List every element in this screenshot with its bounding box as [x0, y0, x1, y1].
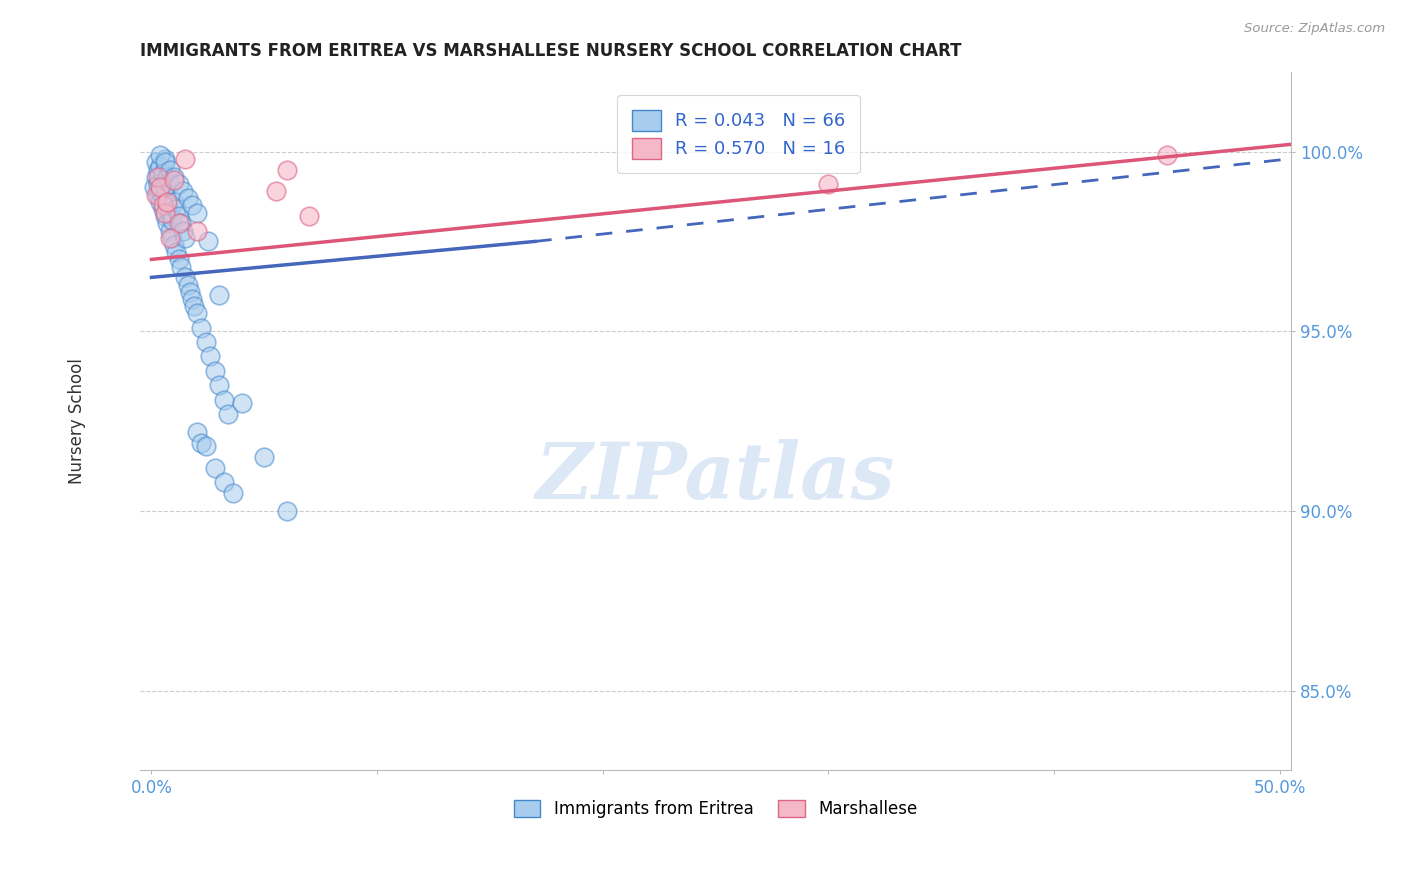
- Point: [221, 486, 243, 500]
- Point: [156, 194, 179, 209]
- Point: [176, 191, 198, 205]
- Point: [153, 155, 176, 169]
- Point: [204, 461, 226, 475]
- Point: [186, 205, 208, 219]
- Point: [163, 238, 186, 252]
- Point: [152, 202, 174, 216]
- Point: [153, 180, 176, 194]
- Point: [186, 306, 208, 320]
- Legend: Immigrants from Eritrea, Marshallese: Immigrants from Eritrea, Marshallese: [506, 793, 924, 824]
- Point: [142, 180, 165, 194]
- Point: [264, 184, 287, 198]
- Point: [190, 320, 212, 334]
- Point: [159, 231, 181, 245]
- Point: [167, 252, 190, 267]
- Point: [253, 450, 276, 465]
- Point: [149, 184, 172, 198]
- Point: [159, 177, 181, 191]
- Text: Source: ZipAtlas.com: Source: ZipAtlas.com: [1244, 22, 1385, 36]
- Point: [148, 169, 170, 184]
- Point: [194, 439, 217, 453]
- Point: [163, 173, 186, 187]
- Point: [176, 277, 198, 292]
- Point: [298, 209, 321, 223]
- Point: [163, 194, 186, 209]
- Point: [167, 209, 190, 223]
- Point: [153, 205, 176, 219]
- Point: [152, 198, 174, 212]
- Point: [156, 198, 179, 212]
- Text: IMMIGRANTS FROM ERITREA VS MARSHALLESE NURSERY SCHOOL CORRELATION CHART: IMMIGRANTS FROM ERITREA VS MARSHALLESE N…: [141, 42, 962, 60]
- Point: [276, 162, 298, 177]
- Point: [208, 378, 231, 392]
- Point: [181, 292, 204, 306]
- Point: [145, 169, 167, 184]
- Point: [152, 166, 174, 180]
- Point: [153, 209, 176, 223]
- Point: [149, 180, 172, 194]
- Point: [212, 475, 235, 490]
- Point: [145, 187, 167, 202]
- Text: ZIPatlas: ZIPatlas: [536, 439, 896, 516]
- Point: [165, 245, 187, 260]
- Point: [149, 159, 172, 173]
- Point: [174, 231, 197, 245]
- Point: [149, 148, 172, 162]
- Point: [190, 435, 212, 450]
- Point: [167, 217, 190, 231]
- Point: [817, 177, 839, 191]
- Point: [148, 187, 170, 202]
- Point: [170, 217, 193, 231]
- Point: [156, 169, 179, 184]
- Point: [163, 169, 186, 184]
- Point: [153, 152, 176, 166]
- Point: [212, 392, 235, 407]
- Point: [159, 162, 181, 177]
- Point: [160, 212, 183, 227]
- Point: [231, 396, 253, 410]
- Point: [172, 184, 194, 198]
- Point: [170, 260, 193, 274]
- Point: [149, 194, 172, 209]
- Point: [186, 425, 208, 439]
- Point: [181, 198, 204, 212]
- Point: [197, 235, 219, 249]
- Text: Nursery School: Nursery School: [67, 359, 86, 484]
- Point: [159, 205, 181, 219]
- Point: [276, 504, 298, 518]
- Point: [194, 335, 217, 350]
- Point: [217, 407, 239, 421]
- Point: [186, 224, 208, 238]
- Point: [172, 224, 194, 238]
- Point: [152, 191, 174, 205]
- Point: [148, 162, 170, 177]
- Point: [145, 155, 167, 169]
- Point: [208, 288, 231, 302]
- Point: [148, 177, 170, 191]
- Point: [198, 350, 221, 364]
- Point: [174, 152, 197, 166]
- Point: [179, 285, 201, 299]
- Point: [204, 364, 226, 378]
- Point: [165, 202, 187, 216]
- Point: [156, 217, 179, 231]
- Point: [174, 270, 197, 285]
- Point: [183, 299, 205, 313]
- Point: [167, 177, 190, 191]
- Point: [159, 224, 181, 238]
- Point: [1156, 148, 1178, 162]
- Point: [160, 231, 183, 245]
